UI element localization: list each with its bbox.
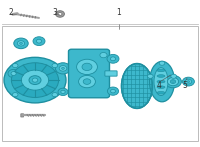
Circle shape [4, 57, 66, 103]
FancyBboxPatch shape [21, 114, 24, 117]
Circle shape [83, 79, 91, 84]
Circle shape [56, 11, 64, 17]
Text: 5: 5 [183, 81, 187, 90]
Circle shape [82, 63, 92, 71]
Ellipse shape [157, 91, 165, 94]
Circle shape [58, 88, 68, 96]
Ellipse shape [157, 80, 165, 83]
Circle shape [52, 93, 58, 97]
Text: 4: 4 [157, 81, 161, 90]
Circle shape [185, 79, 192, 84]
Circle shape [8, 69, 19, 78]
Circle shape [32, 78, 38, 82]
Circle shape [170, 80, 176, 83]
Circle shape [107, 87, 119, 95]
FancyBboxPatch shape [2, 26, 198, 141]
Ellipse shape [154, 68, 168, 96]
Ellipse shape [157, 86, 165, 88]
Circle shape [17, 41, 25, 46]
Circle shape [36, 39, 42, 43]
Circle shape [171, 74, 176, 78]
Circle shape [110, 57, 116, 61]
Circle shape [172, 81, 174, 82]
Circle shape [14, 38, 28, 49]
Circle shape [58, 12, 62, 15]
Text: 3: 3 [53, 8, 57, 17]
Circle shape [111, 89, 115, 93]
FancyBboxPatch shape [68, 49, 110, 98]
Circle shape [187, 81, 190, 82]
Circle shape [12, 64, 18, 68]
Circle shape [79, 75, 95, 88]
Circle shape [11, 63, 59, 97]
Circle shape [55, 63, 71, 74]
Circle shape [21, 70, 49, 90]
Circle shape [59, 66, 67, 71]
Text: 2: 2 [9, 8, 13, 17]
FancyBboxPatch shape [105, 71, 117, 76]
Circle shape [165, 75, 181, 88]
Ellipse shape [157, 75, 165, 77]
Circle shape [182, 77, 194, 86]
Circle shape [20, 42, 22, 44]
Circle shape [11, 72, 16, 75]
Ellipse shape [122, 64, 153, 108]
Circle shape [148, 74, 153, 78]
Circle shape [100, 52, 107, 58]
Circle shape [29, 76, 41, 85]
Circle shape [12, 93, 18, 97]
Text: 1: 1 [117, 8, 121, 17]
Circle shape [62, 67, 64, 69]
Ellipse shape [150, 61, 174, 102]
Circle shape [159, 61, 165, 65]
Circle shape [52, 64, 58, 68]
Ellipse shape [157, 69, 165, 72]
Circle shape [107, 54, 119, 63]
Circle shape [167, 77, 179, 86]
Circle shape [61, 90, 65, 93]
Circle shape [33, 37, 45, 46]
Circle shape [77, 59, 97, 75]
